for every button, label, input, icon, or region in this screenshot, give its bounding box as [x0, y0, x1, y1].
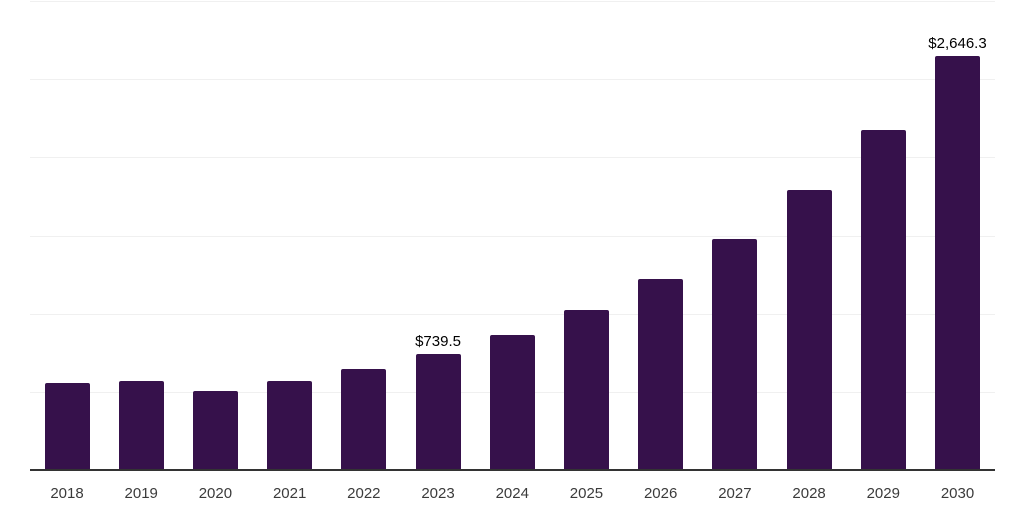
bar-2023	[415, 354, 461, 469]
bar-2030	[935, 56, 980, 469]
bar-2027	[712, 238, 758, 469]
x-tick-label-2026: 2026	[643, 485, 678, 502]
x-axis-line	[30, 469, 995, 471]
bar-2022	[341, 368, 387, 469]
gridline-2500	[30, 79, 995, 81]
bar-2021	[267, 381, 313, 469]
bar-2019	[118, 380, 164, 469]
x-tick-label-2029: 2029	[866, 485, 900, 502]
bar-value-label-2023: $739.5	[415, 333, 461, 351]
gridline-1500	[30, 235, 995, 237]
x-tick-label-2024: 2024	[495, 485, 529, 502]
gridline-3000	[30, 1, 995, 2]
bar-2026	[638, 278, 684, 469]
x-tick-label-2018: 2018	[50, 485, 84, 502]
x-tick-label-2030: 2030	[940, 485, 975, 502]
x-tick-label-2019: 2019	[124, 485, 158, 502]
bar-value-label-2030: $2,646.3	[928, 35, 987, 53]
x-tick-label-2028: 2028	[792, 485, 826, 502]
x-tick-label-2025: 2025	[569, 485, 604, 502]
bar-2018	[44, 382, 90, 469]
x-tick-label-2027: 2027	[718, 485, 752, 502]
bar-2025	[563, 309, 609, 469]
bar-2029	[860, 129, 906, 469]
gridline-2000	[30, 157, 995, 159]
x-tick-label-2023: 2023	[421, 485, 455, 502]
bar-2020	[192, 390, 238, 469]
bar-2028	[786, 190, 832, 469]
x-tick-label-2020: 2020	[198, 485, 233, 502]
x-tick-label-2021: 2021	[272, 485, 307, 502]
gridline-1000	[30, 313, 995, 315]
bar-2024	[489, 334, 535, 469]
x-tick-label-2022: 2022	[347, 485, 381, 502]
